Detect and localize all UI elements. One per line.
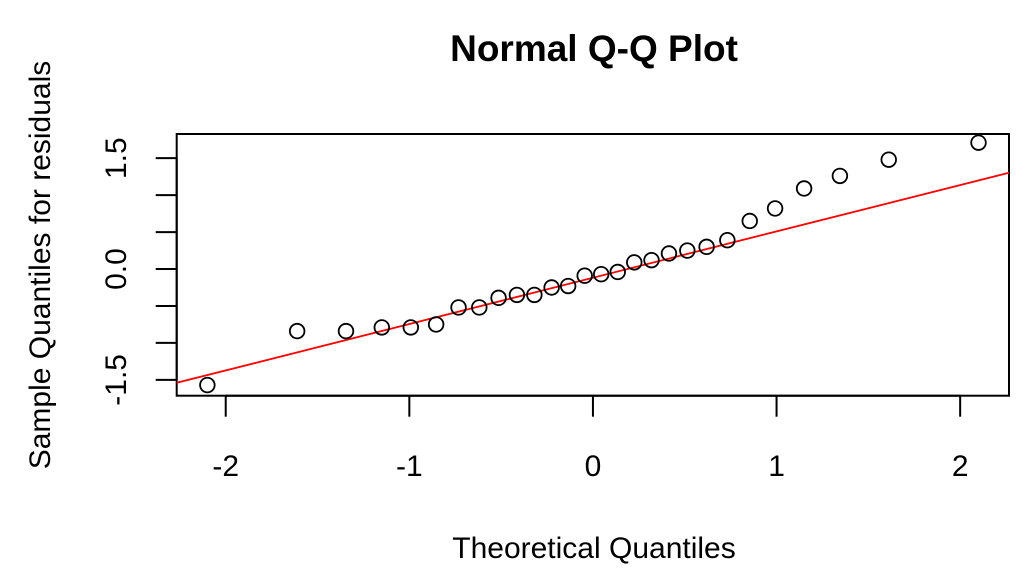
data-point (508, 286, 526, 304)
data-point (337, 322, 355, 340)
data-point (593, 265, 610, 283)
data-point (288, 322, 306, 340)
data-point (679, 242, 696, 259)
data-point (559, 277, 577, 295)
data-point (471, 299, 488, 316)
y-tick-label: 0.0 (100, 248, 133, 290)
data-point (526, 286, 543, 304)
y-tick-label: 1.5 (100, 137, 133, 179)
x-tick-label: 2 (952, 450, 969, 483)
y-axis-label: Sample Quantiles for residuals (24, 61, 57, 470)
data-point (795, 180, 813, 197)
data-point (609, 263, 626, 281)
data-point (719, 232, 736, 249)
chart-title: Normal Q-Q Plot (450, 28, 738, 69)
data-point (199, 376, 216, 394)
data-point (490, 289, 507, 307)
data-point (698, 238, 715, 256)
data-point (880, 151, 897, 168)
data-point (543, 279, 560, 296)
data-point (970, 134, 987, 151)
x-tick-label: -2 (212, 450, 239, 483)
data-point (576, 267, 593, 284)
data-point (402, 319, 420, 336)
data-point (643, 251, 660, 269)
data-point (660, 245, 678, 262)
x-tick-label: 0 (585, 450, 602, 483)
data-point (831, 167, 849, 185)
x-axis-label: Theoretical Quantiles (452, 532, 735, 565)
data-point (427, 316, 445, 333)
y-tick-label: -1.5 (100, 354, 133, 406)
data-point (626, 254, 643, 271)
data-point (741, 212, 758, 230)
data-point (373, 319, 390, 336)
plot-frame (175, 133, 1010, 397)
qq-reference-line (176, 171, 1010, 384)
x-tick-label: 1 (768, 450, 785, 483)
data-point (450, 299, 467, 316)
x-tick-label: -1 (396, 450, 423, 483)
data-point (766, 200, 784, 217)
